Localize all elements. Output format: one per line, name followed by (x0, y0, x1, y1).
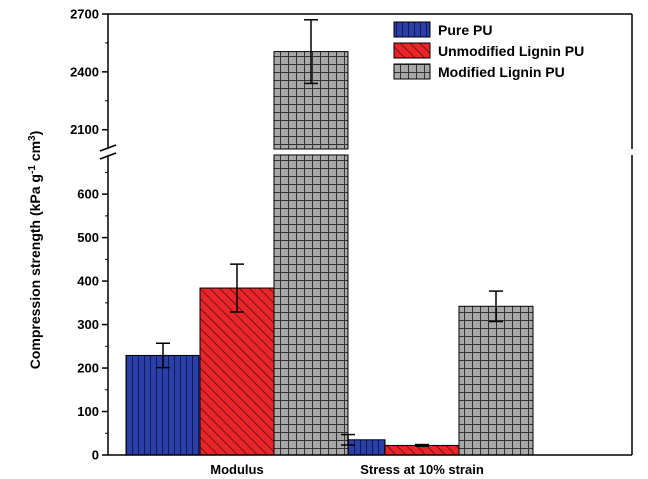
error-bars-layer (156, 19, 503, 448)
legend-item-0: Pure PU (393, 21, 492, 38)
x-tick-label-1: Stress at 10% strain (360, 462, 484, 477)
bar-unmodified-lignin-pu-0 (199, 287, 275, 456)
bar-modified-lignin-pu-0-lower (273, 154, 349, 456)
y-tick-label-300: 300 (77, 317, 99, 332)
legend-label-2: Modified Lignin PU (438, 64, 565, 80)
y-tick-label-400: 400 (77, 274, 99, 289)
legend: Pure PU Unmodified Lignin PU Modified Lign… (393, 21, 584, 80)
y-tick-label-0: 0 (92, 448, 99, 463)
bar-pure-pu-0 (125, 354, 201, 456)
y-tick-label-200: 200 (77, 361, 99, 376)
legend-item-2: Modified Lignin PU (393, 63, 565, 80)
y-tick-label-2700: 2700 (70, 7, 99, 22)
legend-swatch-2 (393, 63, 431, 80)
y-tick-label-600: 600 (77, 187, 99, 202)
error-bar-2-1 (489, 290, 503, 323)
y-tick-label-100: 100 (77, 404, 99, 419)
y-axis-label: Compression strength (kPa g-1 cm3) (27, 131, 44, 370)
error-bar-0-1 (341, 433, 355, 446)
legend-item-1: Unmodified Lignin PU (393, 42, 584, 59)
axes-layer (99, 13, 633, 456)
bars-layer (125, 51, 534, 456)
error-bar-0-0 (156, 342, 170, 369)
error-bar-2-0 (304, 19, 318, 85)
y-tick-label-500: 500 (77, 230, 99, 245)
error-bar-1-0 (230, 263, 244, 313)
error-bar-1-1 (415, 443, 429, 448)
bar-modified-lignin-pu-1 (458, 305, 534, 456)
ticks-layer: 0 100 200 300 400 500 600 2100 2400 2700 Modulus St… (70, 7, 484, 478)
x-tick-label-0: Modulus (210, 462, 263, 477)
legend-swatch-0 (393, 21, 431, 38)
y-tick-label-2100: 2100 (70, 122, 99, 137)
legend-swatch-1 (393, 42, 431, 59)
legend-label-0: Pure PU (438, 22, 492, 38)
legend-label-1: Unmodified Lignin PU (438, 43, 584, 59)
axis-break-mark (99, 144, 117, 160)
y-tick-label-2400: 2400 (70, 64, 99, 79)
